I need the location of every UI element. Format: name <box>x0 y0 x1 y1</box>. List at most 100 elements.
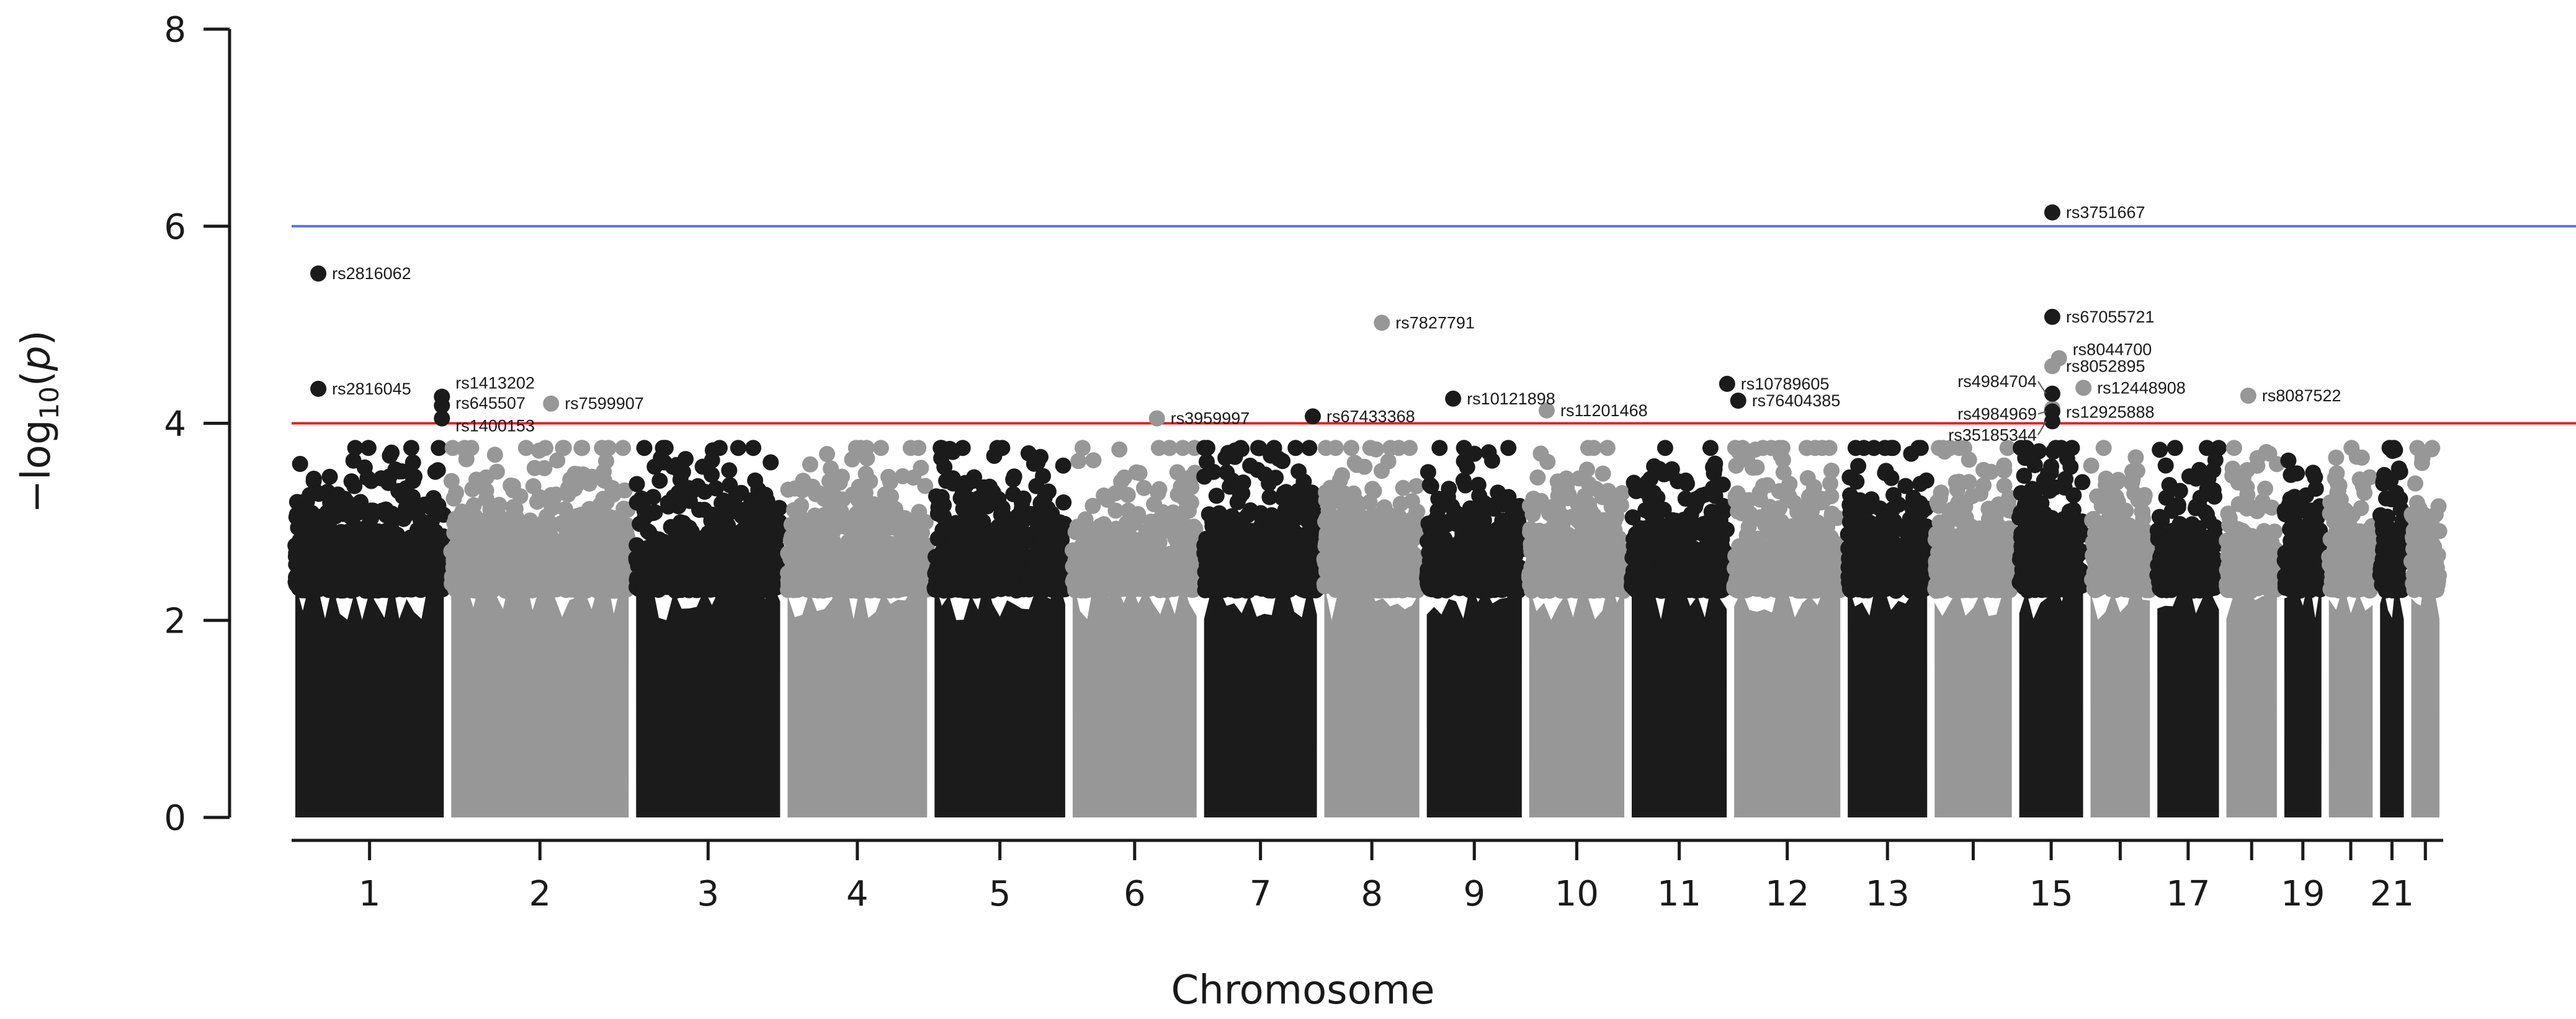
snp-point <box>994 500 1011 517</box>
snp-point <box>874 523 890 540</box>
snp-point <box>529 525 546 542</box>
snp-point <box>996 576 1013 592</box>
snp-point <box>1035 525 1052 541</box>
snp-point <box>1028 478 1045 494</box>
snp-point <box>1287 440 1304 456</box>
chromosome-9-points <box>1419 440 1530 817</box>
snp-point <box>615 440 632 456</box>
snp-point <box>1118 515 1135 532</box>
snp-point <box>1006 468 1022 485</box>
snp-point <box>1204 518 1221 535</box>
snp-point <box>1286 533 1303 550</box>
chromosome-6-points <box>1065 440 1204 817</box>
snp-point <box>1242 502 1259 518</box>
snp-point <box>913 460 929 476</box>
snp-point <box>596 531 612 548</box>
snp-point <box>902 440 919 456</box>
snp-point <box>1014 500 1030 517</box>
snp-point <box>1109 567 1125 584</box>
snp-point <box>874 548 891 564</box>
snp-point <box>1420 464 1436 481</box>
snp-point <box>834 491 851 508</box>
snp-point <box>1336 485 1353 502</box>
snp-point <box>701 563 718 579</box>
snp-point <box>499 533 516 550</box>
snp-point <box>1385 582 1402 598</box>
snp-point <box>780 481 797 498</box>
snp-point <box>1274 489 1290 506</box>
snp-point <box>749 501 766 517</box>
snp-point <box>356 559 373 576</box>
snp-point <box>405 454 421 471</box>
snp-point <box>1334 467 1351 484</box>
snp-point <box>722 494 738 511</box>
snp-point <box>666 489 682 505</box>
snp-point <box>615 528 632 545</box>
snp-point <box>1318 484 1335 501</box>
snp-point <box>1111 441 1128 458</box>
snp-point <box>431 440 447 456</box>
chromosome-5-points <box>926 440 1073 817</box>
snp-point <box>914 536 931 553</box>
snp-points <box>287 440 2448 817</box>
snp-point <box>1071 523 1088 540</box>
snp-point <box>347 440 364 456</box>
snp-point <box>1227 448 1243 465</box>
snp-point <box>1226 522 1242 538</box>
snp-point <box>1428 559 1444 576</box>
snp-point <box>945 475 962 492</box>
chromosome-3-density <box>636 577 780 817</box>
snp-point <box>946 524 963 541</box>
snp-point <box>346 478 363 494</box>
snp-point <box>1361 494 1378 510</box>
snp-point <box>802 456 818 473</box>
snp-point <box>1295 556 1312 572</box>
snp-point <box>485 527 501 544</box>
snp-point <box>1178 553 1195 569</box>
snp-point <box>345 452 362 469</box>
snp-point <box>444 440 461 456</box>
snp-point <box>747 522 764 538</box>
snp-point <box>1402 440 1418 456</box>
snp-point <box>883 488 900 505</box>
chromosome-6-density <box>1072 577 1197 817</box>
snp-point <box>319 559 336 576</box>
snp-point <box>324 544 341 561</box>
snp-point <box>844 451 861 468</box>
snp-point <box>1181 477 1197 494</box>
snp-point <box>399 549 416 566</box>
snp-point <box>378 522 395 539</box>
snp-point <box>819 446 835 462</box>
snp-point <box>904 515 921 531</box>
snp-point <box>634 496 651 512</box>
snp-point <box>747 472 764 489</box>
snp-point <box>1092 546 1109 563</box>
snp-point <box>449 514 466 531</box>
snp-point <box>427 463 444 480</box>
snp-point <box>933 440 950 456</box>
snp-point <box>1016 530 1033 547</box>
snp-point <box>560 486 576 503</box>
snp-point <box>1364 481 1381 497</box>
snp-point <box>1199 453 1215 470</box>
snp-point <box>1197 551 1214 567</box>
snp-point <box>298 493 315 510</box>
snp-point <box>507 501 524 517</box>
snp-point <box>807 507 823 524</box>
snp-point <box>850 566 866 582</box>
snp-point <box>1219 541 1235 557</box>
snp-point <box>795 473 812 489</box>
chromosome-9-density <box>1426 579 1522 817</box>
snp-point <box>725 558 742 575</box>
snp-point <box>1449 536 1465 553</box>
snp-point <box>872 440 889 456</box>
snp-point <box>1379 554 1395 571</box>
snp-point <box>488 463 505 480</box>
snp-point <box>486 447 503 463</box>
snp-point <box>659 548 675 565</box>
snp-point <box>292 561 308 578</box>
snp-point <box>365 502 382 519</box>
snp-point <box>962 491 978 508</box>
snp-point <box>763 454 779 471</box>
